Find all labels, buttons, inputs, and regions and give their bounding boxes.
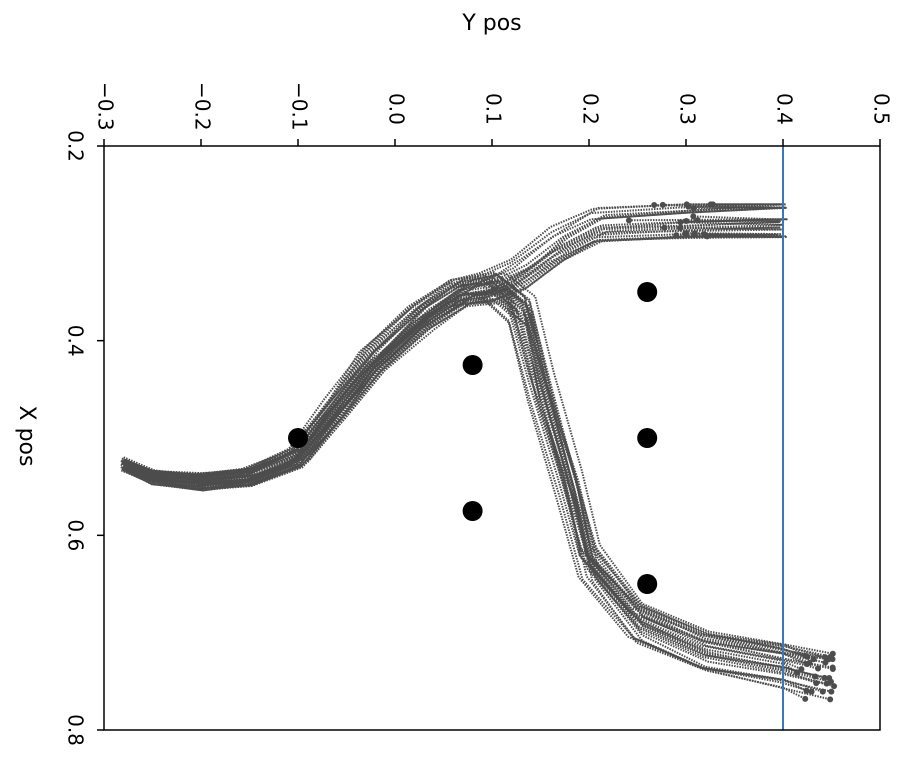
trajectory-end-point (826, 675, 833, 682)
trajectory-upper (120, 232, 787, 492)
y-tick-label: 0.4 (64, 325, 88, 357)
x-tick-label: 0.0 (385, 93, 409, 125)
trajectory-lines (120, 201, 838, 703)
x-axis-ticks: −0.3 −0.2 −0.1 0.0 0.1 0.2 0.3 0.4 0.5 (94, 82, 894, 146)
trajectory-upper (124, 203, 783, 481)
trajectory-lower (121, 275, 833, 661)
x-tick-label: −0.2 (191, 82, 215, 131)
trajectory-end-point (828, 688, 835, 695)
trajectory-upper (120, 215, 784, 483)
trajectory-upper (121, 232, 787, 491)
trajectory-upper (125, 203, 784, 475)
trajectory-end-point (691, 230, 698, 237)
trajectory-end-point (808, 688, 815, 695)
obstacle-marker (637, 574, 658, 594)
trajectory-end-point (625, 217, 632, 224)
trajectory-end-point (802, 652, 809, 659)
obstacle-marker (462, 355, 483, 375)
trajectory-upper (124, 205, 787, 482)
trajectory-lower (120, 290, 827, 685)
trajectory-upper (124, 206, 783, 481)
x-tick-label: 0.3 (676, 93, 700, 125)
trajectory-lower (125, 280, 834, 670)
x-tick-label: 0.1 (482, 93, 506, 125)
y-axis-ticks: 0.2 0.4 0.6 0.8 (64, 130, 104, 746)
trajectory-end-point (829, 666, 836, 673)
trajectory-upper (124, 203, 788, 478)
trajectory-upper (125, 232, 782, 491)
trajectory-lower (123, 272, 833, 655)
trajectory-lower (121, 272, 826, 659)
x-tick-label: −0.1 (288, 82, 312, 131)
y-tick-label: 0.8 (64, 714, 88, 746)
trajectory-end-point (827, 696, 834, 703)
trajectory-upper (121, 235, 783, 490)
trajectory-lower (124, 291, 835, 688)
trajectory-end-point (798, 666, 805, 673)
obstacle-markers (288, 282, 658, 594)
trajectory-end-point (677, 219, 684, 226)
trajectory-end-point (803, 661, 810, 668)
y-tick-label: 0.6 (64, 519, 88, 551)
x-tick-label: −0.3 (94, 82, 118, 131)
trajectory-lower (122, 287, 825, 679)
trajectory-lower (123, 273, 806, 657)
trajectory-end-point (690, 213, 697, 220)
obstacle-marker (288, 428, 308, 448)
trajectory-end-point (683, 230, 690, 237)
x-axis-label: Y pos (461, 11, 521, 36)
trajectory-lower (122, 279, 808, 666)
x-tick-label: 0.4 (773, 93, 797, 125)
trajectory-upper (122, 226, 782, 487)
trajectory-lower (124, 298, 806, 700)
trajectory-lower (124, 300, 831, 701)
trajectory-end-point (802, 695, 809, 702)
obstacle-marker (637, 428, 658, 448)
obstacle-marker (462, 501, 483, 521)
trajectory-end-point (821, 674, 828, 681)
trajectory-lower (125, 275, 815, 661)
trajectory-end-point (819, 688, 826, 695)
trajectory-end-point (707, 201, 714, 208)
trajectory-end-point (683, 201, 690, 208)
trajectory-lower (123, 283, 798, 674)
trajectory-lower (120, 271, 808, 658)
trajectory-upper (125, 226, 784, 488)
trajectory-upper (124, 204, 788, 481)
trajectory-upper (123, 218, 788, 485)
trajectory-upper (122, 234, 784, 492)
x-tick-label: 0.2 (579, 93, 603, 125)
trajectory-lower (124, 274, 831, 658)
trajectory-end-point (694, 217, 701, 224)
trajectory-lower (123, 289, 817, 685)
trajectory-lower (125, 295, 812, 693)
trajectory-upper (122, 233, 779, 491)
trajectory-lower (122, 276, 829, 661)
trajectory-upper (121, 221, 784, 486)
x-tick-label: 0.5 (870, 93, 894, 125)
trajectory-upper (124, 203, 785, 480)
obstacle-marker (637, 282, 658, 302)
y-axis-label: X pos (14, 406, 39, 467)
trajectory-lower (121, 273, 831, 659)
trajectory-end-point (831, 683, 838, 690)
y-tick-label: 0.2 (64, 130, 88, 162)
trajectory-lower (124, 296, 832, 693)
trajectory-upper (125, 220, 781, 486)
trajectory-upper (125, 219, 781, 487)
trajectory-end-point (827, 653, 834, 660)
trajectory-lower (124, 282, 802, 671)
